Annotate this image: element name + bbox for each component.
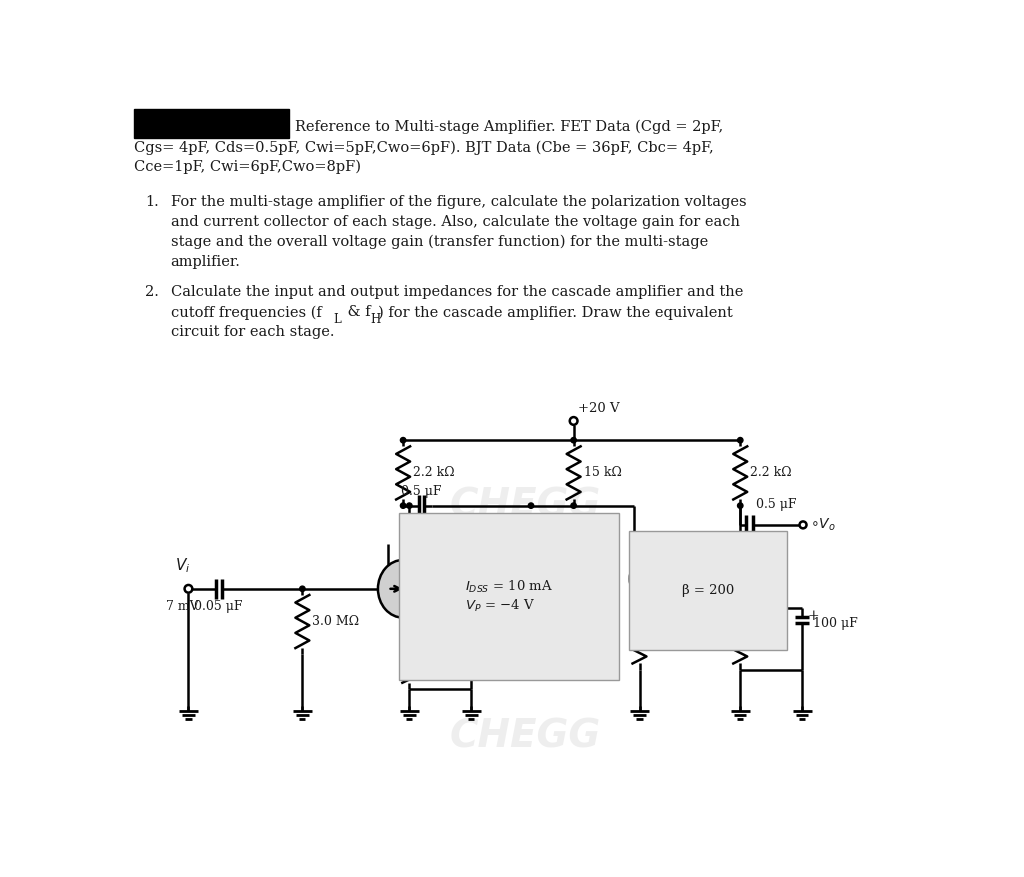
- Text: & f: & f: [343, 305, 371, 319]
- Text: β = 200: β = 200: [682, 584, 734, 597]
- Text: +20 V: +20 V: [578, 402, 620, 415]
- Text: +: +: [476, 631, 488, 645]
- Text: Cgs= 4pF, Cds=0.5pF, Cwi=5pF,Cwo=6pF). BJT Data (Cbe = 36pF, Cbc= 4pF,: Cgs= 4pF, Cds=0.5pF, Cwi=5pF,Cwo=6pF). B…: [134, 140, 714, 154]
- Text: 680 Ω: 680 Ω: [420, 653, 458, 667]
- Text: stage and the overall voltage gain (transfer function) for the multi-stage: stage and the overall voltage gain (tran…: [171, 235, 708, 249]
- Circle shape: [528, 503, 534, 509]
- Text: 4.2 kΩ: 4.2 kΩ: [649, 632, 691, 645]
- Text: 15 kΩ: 15 kΩ: [584, 467, 622, 480]
- Text: 3.0 MΩ: 3.0 MΩ: [312, 615, 359, 628]
- Text: cutoff frequencies (f: cutoff frequencies (f: [171, 305, 322, 320]
- Text: $\circ V_o$: $\circ V_o$: [810, 517, 836, 533]
- Circle shape: [400, 503, 406, 509]
- Text: and current collector of each stage. Also, calculate the voltage gain for each: and current collector of each stage. Als…: [171, 215, 739, 229]
- Circle shape: [571, 503, 577, 509]
- Circle shape: [737, 503, 743, 509]
- Bar: [134, 109, 289, 139]
- Text: 0.05 μF: 0.05 μF: [195, 600, 243, 612]
- Text: $I_{DSS}$ = 10 mA
$V_P$ = −4 V: $I_{DSS}$ = 10 mA $V_P$ = −4 V: [465, 579, 553, 614]
- Text: 2.2 kΩ: 2.2 kΩ: [414, 467, 455, 480]
- Text: Reference to Multi-stage Amplifier. FET Data (Cgd = 2pF,: Reference to Multi-stage Amplifier. FET …: [295, 119, 723, 134]
- Text: 1 kΩ: 1 kΩ: [751, 632, 780, 645]
- Text: 100 μF: 100 μF: [813, 617, 858, 631]
- Text: 7 mV: 7 mV: [166, 600, 199, 612]
- Text: H: H: [371, 313, 381, 326]
- Circle shape: [737, 438, 743, 443]
- Text: 100 μF: 100 μF: [482, 640, 527, 653]
- Text: 2.: 2.: [145, 285, 159, 299]
- Circle shape: [300, 586, 305, 591]
- Text: CHEGG: CHEGG: [450, 717, 600, 756]
- Text: For the multi-stage amplifier of the figure, calculate the polarization voltages: For the multi-stage amplifier of the fig…: [171, 195, 746, 209]
- Text: 0.5 μF: 0.5 μF: [756, 498, 797, 511]
- Circle shape: [407, 503, 412, 509]
- Circle shape: [737, 605, 743, 610]
- Text: 1.: 1.: [145, 195, 159, 209]
- Text: $V_i$: $V_i$: [174, 556, 189, 575]
- Circle shape: [571, 438, 577, 443]
- Text: 0.5 μF: 0.5 μF: [401, 485, 441, 498]
- Text: amplifier.: amplifier.: [171, 254, 241, 268]
- Text: +: +: [807, 609, 819, 623]
- Ellipse shape: [630, 550, 680, 608]
- Text: L: L: [334, 313, 341, 326]
- Circle shape: [632, 576, 637, 581]
- Text: ) for the cascade amplifier. Draw the equivalent: ) for the cascade amplifier. Draw the eq…: [378, 305, 733, 320]
- Text: 2.2 kΩ: 2.2 kΩ: [751, 467, 792, 480]
- Text: CHEGG: CHEGG: [450, 487, 600, 524]
- Text: circuit for each stage.: circuit for each stage.: [171, 325, 334, 339]
- Circle shape: [400, 438, 406, 443]
- Text: Calculate the input and output impedances for the cascade amplifier and the: Calculate the input and output impedance…: [171, 285, 743, 299]
- Circle shape: [737, 547, 743, 553]
- Circle shape: [637, 605, 642, 610]
- Text: Cce=1pF, Cwi=6pF,Cwo=8pF): Cce=1pF, Cwi=6pF,Cwo=8pF): [134, 160, 361, 174]
- Ellipse shape: [378, 560, 428, 617]
